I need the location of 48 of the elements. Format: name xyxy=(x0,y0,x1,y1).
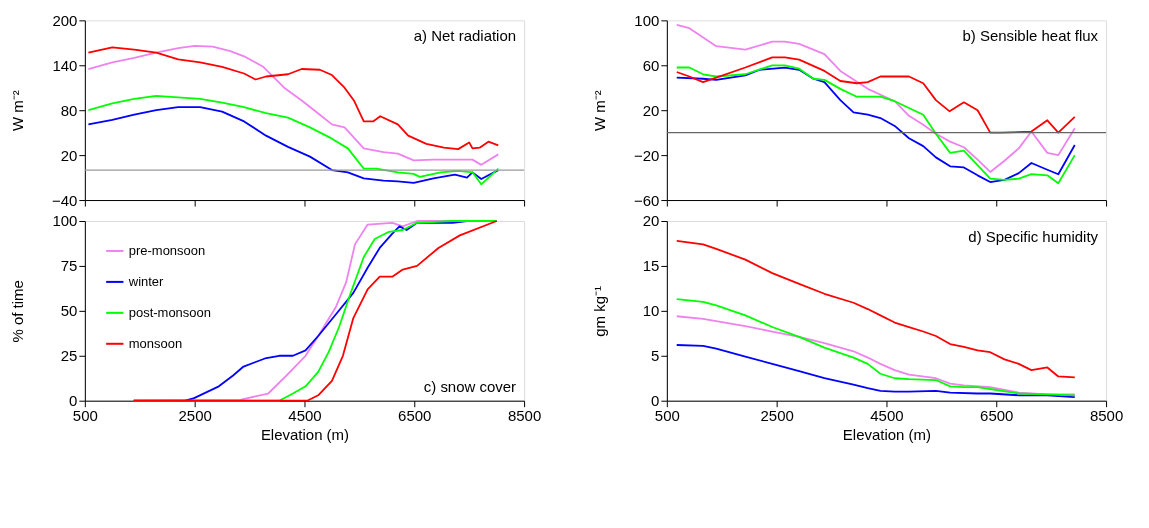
y-tick-label: 15 xyxy=(642,257,660,275)
x-tick-label: 8500 xyxy=(507,407,542,425)
y-axis-title: gm kg⁻¹ xyxy=(591,285,609,337)
y-tick-label: 75 xyxy=(60,257,78,275)
y-tick-label: 140 xyxy=(52,56,78,74)
legend-label: pre-monsoon xyxy=(128,242,206,258)
chart-title: b) Sensible heat flux xyxy=(962,27,1099,45)
x-tick-label: 2500 xyxy=(178,407,212,425)
y-tick-label: 60 xyxy=(642,56,660,74)
line-series xyxy=(675,23,1076,173)
y-tick-label: 10 xyxy=(642,302,660,320)
y-axis-title: % of time xyxy=(9,280,27,343)
text: c) snow cover xyxy=(423,377,517,395)
x-tick-label: 8500 xyxy=(1089,407,1124,425)
x-tick-label: 500 xyxy=(654,407,680,425)
x-tick-label: 4500 xyxy=(870,407,904,425)
x-tick-label: 2500 xyxy=(760,407,794,425)
y-tick-label: 0 xyxy=(69,392,78,410)
y-tick-label: 20 xyxy=(60,146,78,164)
y-tick-label: 25 xyxy=(60,347,78,365)
y-tick-label: 5 xyxy=(651,347,660,365)
y-tick-label: −20 xyxy=(633,146,660,164)
chart-title: a) Net radiation xyxy=(413,27,517,45)
y-tick-label: 0 xyxy=(651,392,660,410)
y-axis-title: W m⁻² xyxy=(591,90,609,132)
legend-label: post-monsoon xyxy=(128,304,211,320)
y-tick-label: −60 xyxy=(633,191,660,209)
x-tick-label: 4500 xyxy=(288,407,322,425)
y-tick-label: 200 xyxy=(52,11,78,29)
line-series xyxy=(675,56,1076,134)
y-tick-label: −40 xyxy=(51,191,78,209)
legend-label: winter xyxy=(127,273,165,289)
y-tick-label: 100 xyxy=(52,212,78,230)
x-tick-label: 6500 xyxy=(980,407,1014,425)
y-tick-label: 100 xyxy=(634,11,660,29)
line-series xyxy=(675,344,1076,398)
x-tick-label: 6500 xyxy=(398,407,432,425)
x-axis-title: Elevation (m) xyxy=(842,426,932,444)
chart-title: d) Specific humidity xyxy=(968,227,1099,245)
x-tick-label: 500 xyxy=(72,407,98,425)
y-axis-title: W m⁻² xyxy=(9,90,27,132)
legend-label: monsoon xyxy=(128,335,183,351)
line-series xyxy=(675,298,1076,397)
y-tick-label: 80 xyxy=(60,101,78,119)
x-axis-title: Elevation (m) xyxy=(260,426,350,444)
y-tick-label: 20 xyxy=(642,101,660,119)
y-tick-label: 50 xyxy=(60,302,78,320)
y-tick-label: 20 xyxy=(642,212,660,230)
